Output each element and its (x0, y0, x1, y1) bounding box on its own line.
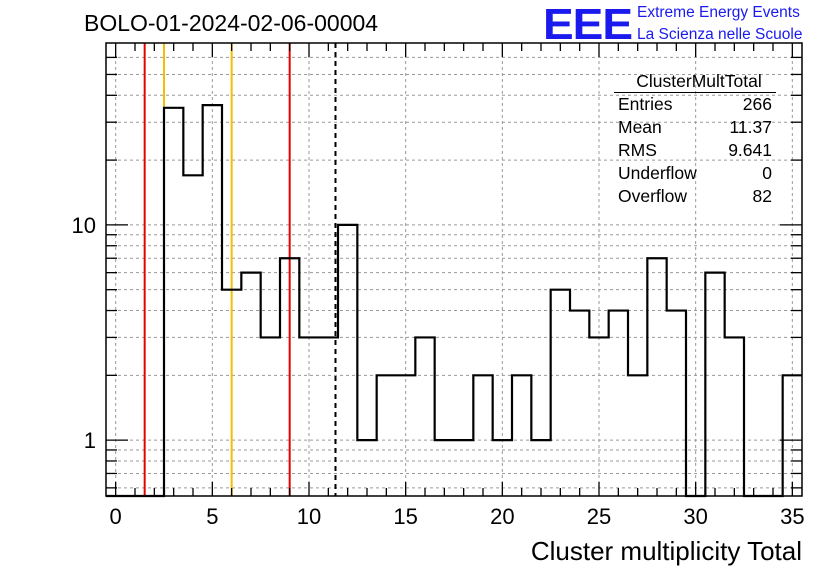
tick-labels: 0 5 10 15 20 25 30 35 1 10 (72, 213, 805, 529)
stats-value: 11.37 (729, 117, 773, 137)
y-tick-label: 1 (84, 428, 96, 453)
y-tick-label: 10 (72, 213, 96, 238)
logo-line-1: Extreme Energy Events (637, 4, 800, 21)
x-tick-label: 20 (490, 504, 514, 529)
stats-label: Entries (618, 94, 673, 114)
tick-marks (106, 43, 802, 496)
stats-row-rms: RMS 9.641 (614, 139, 776, 162)
stats-label: Underflow (618, 163, 697, 183)
stats-row-overflow: Overflow 82 (614, 185, 776, 208)
stats-label: Overflow (618, 186, 688, 206)
x-tick-label: 10 (297, 504, 321, 529)
cut-lines (143, 43, 337, 496)
stats-row-mean: Mean 11.37 (614, 116, 776, 139)
stats-value: 9.641 (728, 140, 772, 160)
logo-line-2: La Scienza nelle Scuole (637, 26, 803, 43)
x-tick-label: 35 (780, 504, 804, 529)
page-title: BOLO-01-2024-02-06-00004 (84, 10, 379, 36)
stats-value: 266 (742, 94, 772, 114)
stats-label: Mean (618, 117, 662, 137)
stats-value: 0 (762, 163, 772, 183)
stats-box: ClusterMultTotal Entries 266 Mean 11.37 … (614, 70, 776, 208)
histogram-series (106, 104, 802, 498)
x-tick-label: 25 (587, 504, 611, 529)
stats-row-underflow: Underflow 0 (614, 162, 776, 185)
eee-logo: EEE Extreme Energy Events La Scienza nel… (543, 0, 823, 49)
plot-frame (105, 42, 803, 497)
histogram-line (106, 104, 802, 498)
stats-value: 82 (752, 186, 772, 206)
stats-title: ClusterMultTotal (614, 70, 776, 93)
x-tick-label: 0 (110, 504, 122, 529)
x-tick-label: 30 (683, 504, 707, 529)
stats-label: RMS (618, 140, 657, 160)
logo-mark: EEE (543, 0, 633, 49)
x-axis-label: Cluster multiplicity Total (531, 536, 802, 566)
x-tick-label: 5 (206, 504, 218, 529)
axes (105, 42, 803, 497)
stats-row-entries: Entries 266 (614, 93, 776, 116)
x-tick-label: 15 (393, 504, 417, 529)
